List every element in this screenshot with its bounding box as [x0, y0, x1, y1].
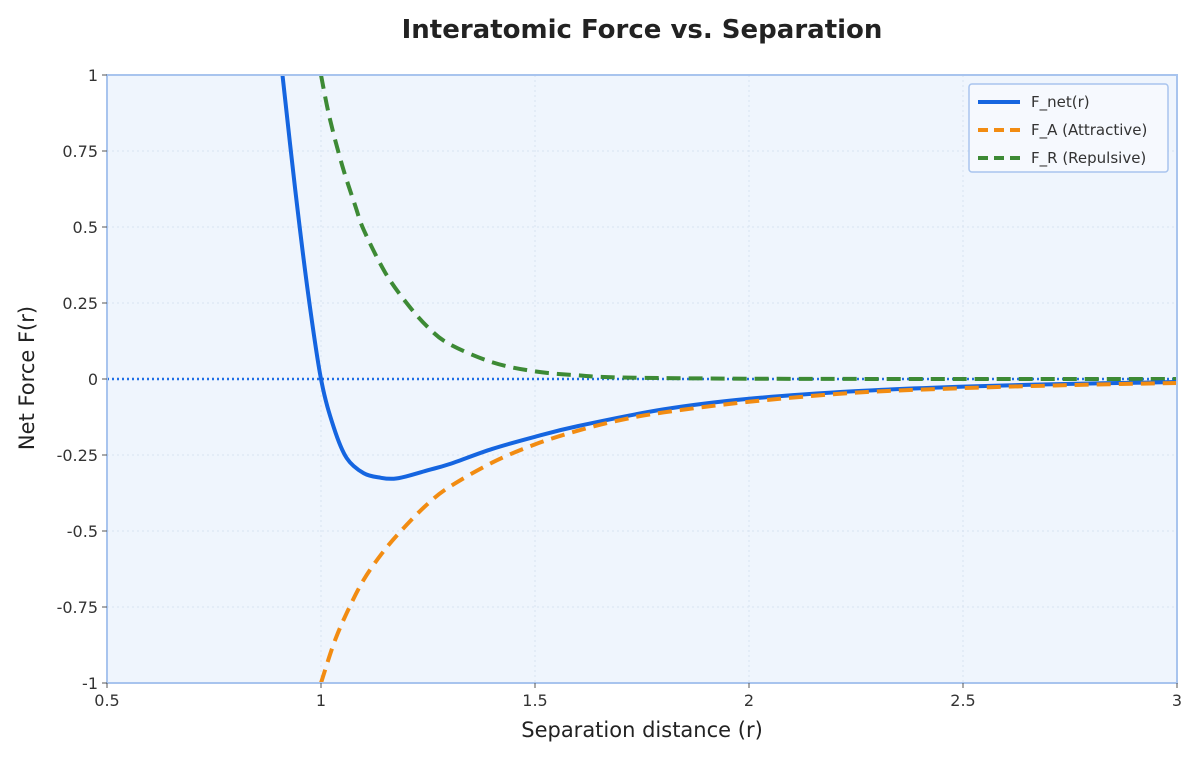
y-tick-label: -0.5: [67, 522, 98, 541]
x-tick-label: 2: [744, 691, 754, 710]
y-tick-label: 0.25: [62, 294, 98, 313]
x-tick-label: 1: [316, 691, 326, 710]
x-tick-label: 0.5: [94, 691, 119, 710]
legend: F_net(r) F_A (Attractive) F_R (Repulsive): [968, 83, 1169, 173]
y-tick-label: -0.25: [57, 446, 98, 465]
x-axis-label: Separation distance (r): [521, 718, 763, 742]
y-tick-label: -0.75: [57, 598, 98, 617]
x-tick-label: 3: [1172, 691, 1182, 710]
y-axis-ticks: -1 -0.75 -0.5 -0.25 0 0.25 0.5 0.75 1: [57, 66, 107, 693]
y-tick-label: 0.75: [62, 142, 98, 161]
series-layer: [107, 75, 1177, 683]
legend-box: [968, 83, 1169, 173]
legend-label-f-a-attractive: F_A (Attractive): [1031, 121, 1147, 140]
y-tick-label: -1: [82, 674, 98, 693]
x-tick-label: 2.5: [950, 691, 975, 710]
y-axis-label: Net Force F(r): [15, 306, 39, 450]
legend-label-f-r-repulsive: F_R (Repulsive): [1031, 149, 1146, 168]
x-axis-ticks: 0.5 1 1.5 2 2.5 3: [94, 683, 1182, 710]
legend-label-f-net-r: F_net(r): [1031, 93, 1090, 112]
series-line-f-r-repulsive: [319, 75, 1177, 382]
y-tick-label: 0.5: [73, 218, 98, 237]
y-tick-label: 1: [88, 66, 98, 85]
chart-title: Interatomic Force vs. Separation: [402, 15, 883, 45]
series-line-f-a-attractive: [319, 380, 1177, 683]
x-tick-label: 1.5: [522, 691, 547, 710]
series-clip-group: [107, 75, 1177, 683]
y-tick-label: 0: [88, 370, 98, 389]
